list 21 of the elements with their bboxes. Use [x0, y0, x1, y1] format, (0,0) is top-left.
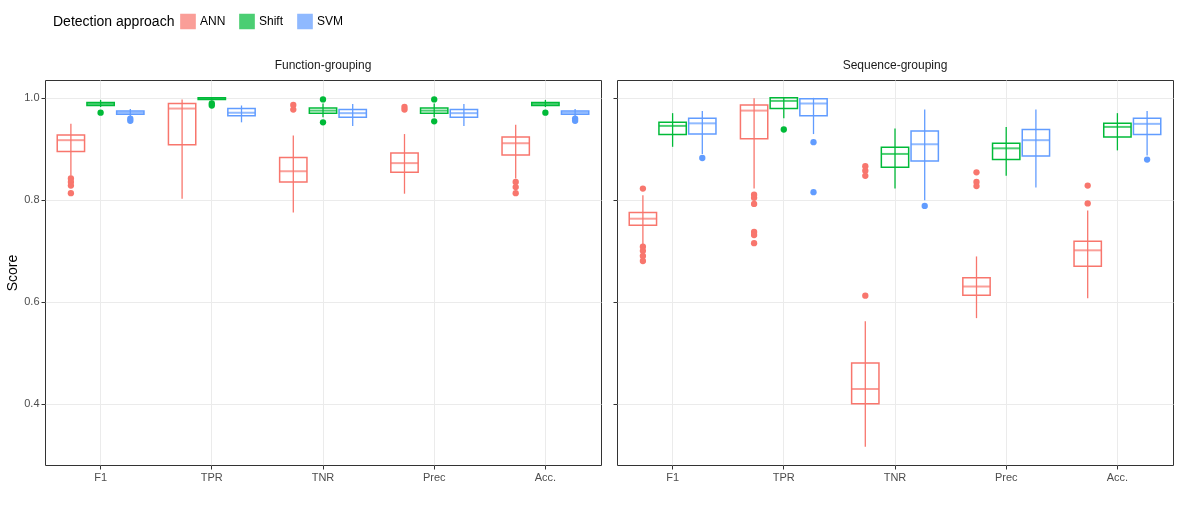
x-tick-label: TPR — [772, 470, 795, 483]
legend-label: ANN — [200, 14, 226, 29]
y-tick-label: 0.8 — [24, 193, 40, 206]
chart-title: Function-grouping — [274, 58, 372, 72]
x-tick-label: TPR — [200, 470, 223, 483]
x-tick-label: Prec — [994, 470, 1019, 483]
chart-title: Sequence-grouping — [842, 58, 948, 72]
x-tick-label: Prec — [422, 470, 447, 483]
x-tick-label: Acc. — [534, 470, 557, 483]
x-tick-label: TNR — [311, 470, 335, 483]
y-tick-label: 0.6 — [24, 295, 40, 308]
x-tick-label: Acc. — [1106, 470, 1129, 483]
x-tick-label: F1 — [666, 470, 680, 483]
legend-label: Shift — [259, 14, 284, 29]
y-axis-title: Score — [4, 254, 21, 292]
y-tick-label: 1.0 — [24, 91, 40, 104]
x-tick-label: TNR — [883, 470, 907, 483]
x-tick-label: F1 — [94, 470, 108, 483]
y-tick-label: 0.4 — [24, 397, 40, 410]
legend-title: Detection approach — [53, 13, 175, 29]
legend-label: SVM — [317, 14, 344, 29]
